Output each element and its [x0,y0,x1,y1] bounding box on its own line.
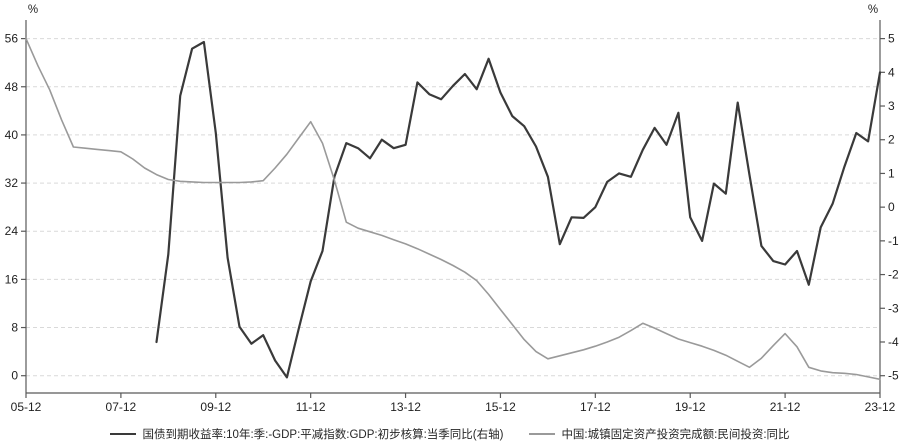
legend-label-real-rate: 国债到期收益率:10年:季:-GDP:平减指数:GDP:初步核算:当季同比(右轴… [142,429,504,441]
right-tick-label: -2 [888,268,899,282]
x-tick-label: 09-12 [200,400,231,414]
series-line-private-investment [25,37,881,381]
right-tick-label: -5 [888,369,899,383]
left-tick-label: 40 [5,128,19,142]
x-tick-label: 07-12 [106,400,137,414]
x-tick-label: 23-12 [865,400,896,414]
right-tick-label: 5 [888,32,895,46]
x-tick-label: 17-12 [580,400,611,414]
right-tick-label: 3 [888,99,895,113]
right-tick-label: -3 [888,301,899,315]
left-tick-label: 0 [11,369,18,383]
left-tick-label: 16 [5,272,19,286]
right-tick-label: 1 [888,166,895,180]
x-tick-label: 11-12 [296,400,326,414]
left-axis-unit-label: % [28,4,38,16]
legend-swatch-dark-line [110,433,137,435]
series-line-real-rate [155,40,882,379]
right-tick-label: -4 [888,335,899,349]
x-tick-label: 19-12 [675,400,706,414]
right-tick-label: 2 [888,133,895,147]
x-tick-label: 21-12 [770,400,801,414]
left-tick-label: 32 [5,176,19,190]
legend-item-private-investment: 中国:城镇固定资产投资完成额:民间投资:同比 [529,426,790,442]
left-tick-label: 8 [11,321,18,335]
x-tick-label: 05-12 [11,400,42,414]
chart-legend: 国债到期收益率:10年:季:-GDP:平减指数:GDP:初步核算:当季同比(右轴… [0,426,900,442]
legend-item-real-rate: 国债到期收益率:10年:季:-GDP:平减指数:GDP:初步核算:当季同比(右轴… [110,426,503,442]
left-tick-label: 24 [5,224,19,238]
right-tick-label: -1 [888,234,899,248]
left-tick-label: 48 [5,80,19,94]
legend-label-private-investment: 中国:城镇固定资产投资完成额:民间投资:同比 [561,429,790,441]
right-tick-label: 0 [888,200,895,214]
x-tick-label: 13-12 [390,400,421,414]
legend-swatch-light-line [529,433,556,435]
x-tick-label: 15-12 [485,400,516,414]
right-tick-label: 4 [888,65,895,79]
left-tick-label: 56 [5,32,19,46]
right-axis-unit-label: % [868,4,878,16]
